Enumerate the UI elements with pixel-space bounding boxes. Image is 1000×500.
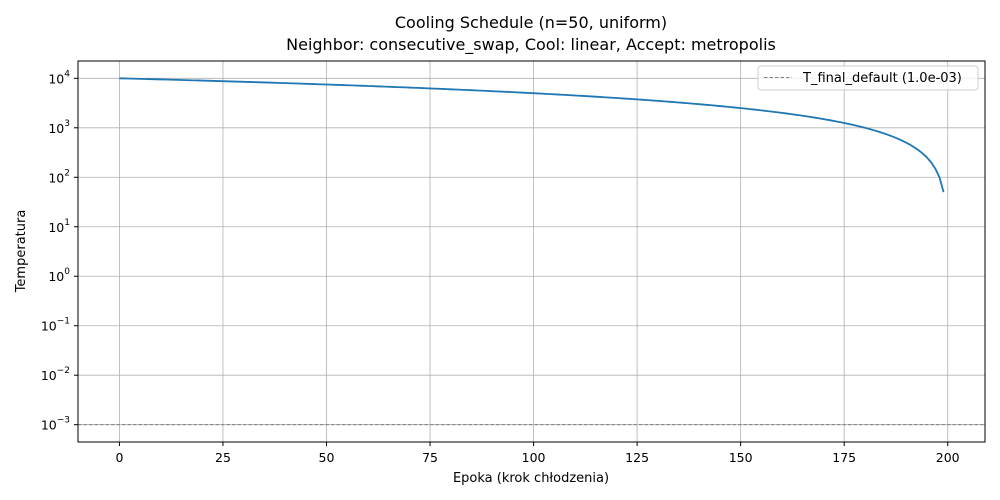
series-layer: [119, 77, 945, 193]
x-tick-label: 75: [422, 450, 438, 465]
y-tick-label: 103: [48, 119, 70, 136]
y-tick-base: 10: [41, 368, 57, 383]
legend-box: [757, 65, 979, 91]
x-tick-label: 25: [215, 450, 231, 465]
x-tick-label: 125: [625, 450, 649, 465]
y-tick-base: 10: [41, 319, 57, 334]
x-tick-label: 150: [729, 450, 753, 465]
y-tick-base: 10: [48, 220, 64, 235]
plot-frame: [77, 60, 986, 443]
x-axis-label: Epoka (krok chłodzenia): [453, 471, 609, 486]
x-tick-label: 100: [522, 450, 546, 465]
y-tick-base: 10: [41, 418, 57, 433]
y-axis-label: Temperatura: [14, 210, 29, 294]
legend-label: T_final_default (1.0e-03): [802, 71, 962, 86]
y-tick-exponent: 3: [64, 119, 70, 129]
y-tick-label: 102: [48, 168, 70, 185]
y-tick-base: 10: [48, 121, 64, 136]
y-tick-exponent: 1: [64, 218, 70, 228]
y-tick-base: 10: [48, 170, 64, 185]
chart-subtitle: Neighbor: consecutive_swap, Cool: linear…: [286, 35, 776, 55]
x-tick-label: 175: [832, 450, 856, 465]
chart-title: Cooling Schedule (n=50, uniform): [395, 13, 667, 32]
y-tick-label: 10−2: [41, 366, 70, 383]
legend: T_final_default (1.0e-03): [757, 65, 979, 91]
y-tick-base: 10: [48, 71, 64, 86]
temperature-series-line: [119, 77, 945, 193]
y-tick-exponent: 2: [64, 168, 70, 178]
y-tick-label: 10−1: [41, 317, 70, 334]
y-tick-base: 10: [48, 269, 64, 284]
x-tick-label: 0: [115, 450, 123, 465]
y-tick-label: 10−3: [41, 416, 70, 433]
y-tick-exponent: −2: [57, 366, 70, 376]
y-tick-exponent: −3: [57, 416, 70, 426]
y-tick-exponent: −1: [57, 317, 70, 327]
x-tick-label: 50: [319, 450, 335, 465]
y-tick-exponent: 4: [64, 69, 70, 79]
x-axis-ticks: 0 25 50 75 100 125 150 175 200: [115, 442, 960, 465]
y-tick-label: 104: [48, 69, 70, 86]
y-tick-label: 100: [48, 267, 70, 284]
y-tick-label: 101: [48, 218, 70, 235]
x-tick-label: 200: [936, 450, 960, 465]
y-tick-exponent: 0: [64, 267, 70, 277]
